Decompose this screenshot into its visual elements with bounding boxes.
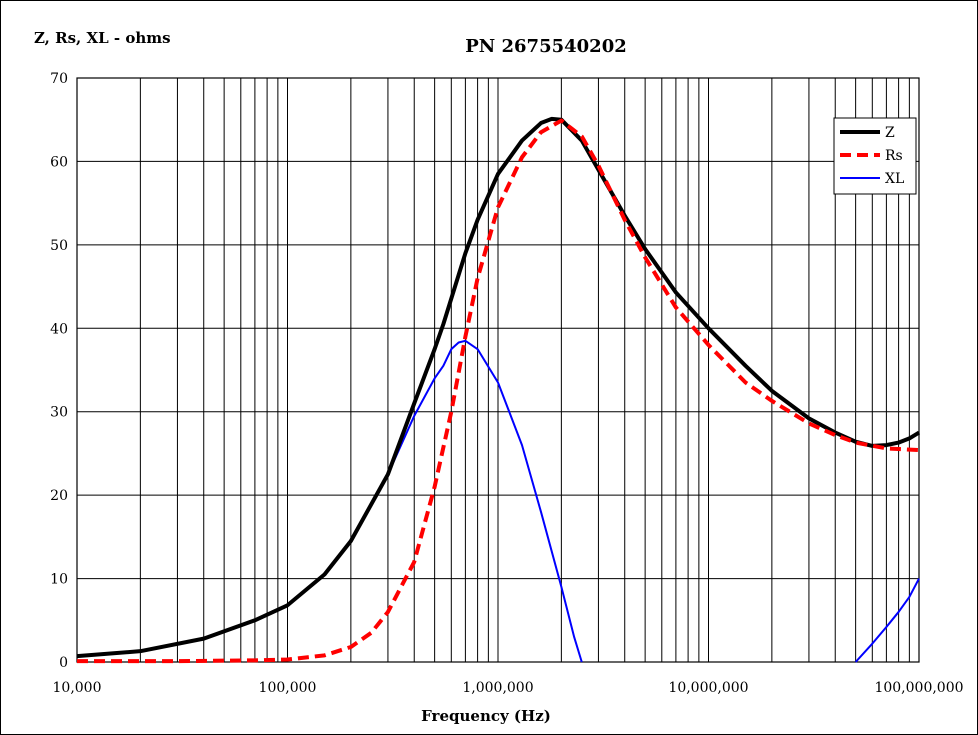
x-axis-title: Frequency (Hz) [421,707,551,725]
y-tick-label: 40 [50,321,68,337]
series-layer [76,116,921,664]
y-tick-label: 30 [50,405,68,421]
legend-label-rs: Rs [885,148,903,164]
legend: Z Rs XL [833,117,917,195]
series-line-xl [854,578,920,663]
x-tick-label: 100,000,000 [874,680,963,696]
legend-label-z: Z [885,125,895,141]
y-tick-labels: 0 10 20 30 40 50 60 70 [50,71,68,671]
y-tick-label: 0 [59,655,68,671]
series-line-xl [76,339,583,663]
x-tick-label: 100,000 [259,680,317,696]
plot-border [76,77,920,663]
x-tick-label: 10,000 [53,680,102,696]
series-line-rs [77,118,920,664]
x-tick-label: 10,000,000 [668,680,748,696]
x-tick-labels: 10,000 100,000 1,000,000 10,000,000 100,000,… [53,680,964,696]
y-axis-title: Z, Rs, XL - ohms [34,29,171,47]
y-tick-label: 10 [50,572,68,588]
chart-title: PN 2675540202 [465,36,627,57]
y-tick-label: 70 [50,71,68,87]
y-tick-label: 20 [50,488,68,504]
legend-label-xl: XL [885,171,904,187]
y-tick-label: 60 [50,154,68,170]
y-tick-label: 50 [50,238,68,254]
grid [77,78,919,662]
x-tick-label: 1,000,000 [462,680,533,696]
